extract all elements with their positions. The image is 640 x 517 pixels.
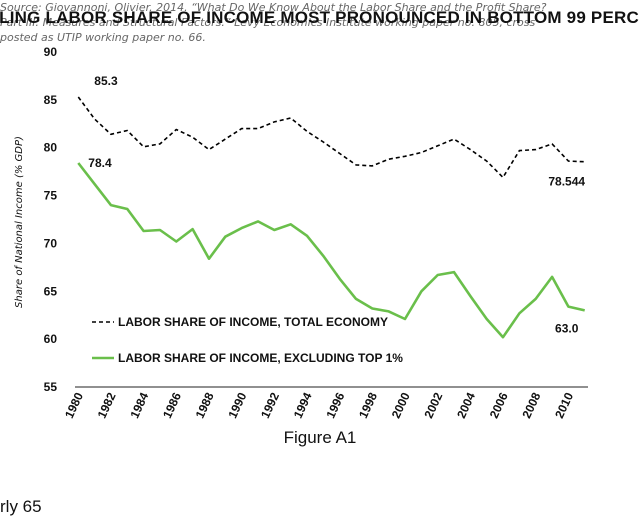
figure-caption: Figure A1 bbox=[283, 428, 357, 447]
x-tick-label: 1988 bbox=[193, 390, 217, 420]
data-labels: 85.3 78.4 78.544 63.0 bbox=[88, 74, 585, 335]
y-tick-label: 60 bbox=[44, 332, 58, 346]
x-tick-label: 1990 bbox=[225, 390, 249, 420]
chart-title: FALLING LABOR SHARE OF INCOME MOST PRONO… bbox=[0, 8, 640, 27]
cut-off-text: rly 65 bbox=[0, 497, 42, 516]
legend: LABOR SHARE OF INCOME, TOTAL ECONOMY LABO… bbox=[92, 315, 403, 365]
x-tick-label: 1982 bbox=[95, 390, 119, 420]
series-line-total-economy bbox=[77, 96, 585, 179]
x-tick-label: 2008 bbox=[519, 390, 543, 420]
x-tick-label: 1980 bbox=[62, 390, 86, 420]
x-tick-label: 2004 bbox=[454, 390, 478, 420]
x-tick-label: 1986 bbox=[160, 390, 184, 420]
x-tick-label: 1984 bbox=[127, 390, 151, 420]
data-label: 63.0 bbox=[555, 321, 579, 335]
y-tick-label: 70 bbox=[44, 236, 58, 250]
x-tick-label: 2000 bbox=[389, 390, 413, 420]
y-tick-label: 55 bbox=[44, 380, 58, 394]
y-axis-label: Share of National Income (% GDP) bbox=[14, 136, 25, 308]
data-label: 78.544 bbox=[548, 175, 585, 189]
y-tick-label: 80 bbox=[44, 141, 58, 155]
legend-label: LABOR SHARE OF INCOME, EXCLUDING TOP 1% bbox=[118, 351, 403, 365]
y-tick-label: 75 bbox=[44, 189, 58, 203]
series-layer bbox=[77, 96, 585, 339]
x-tick-label: 2002 bbox=[421, 390, 445, 420]
data-label: 85.3 bbox=[94, 74, 118, 88]
x-tick-label: 2010 bbox=[552, 390, 576, 420]
x-tick-label: 2006 bbox=[487, 390, 511, 420]
x-tick-label: 1992 bbox=[258, 390, 282, 420]
x-tick-label: 1998 bbox=[356, 390, 380, 420]
y-tick-label: 85 bbox=[44, 93, 58, 107]
y-axis: 55 60 65 70 75 80 85 90 bbox=[44, 45, 58, 394]
x-tick-label: 1996 bbox=[323, 390, 347, 420]
x-tick-label: 1994 bbox=[291, 390, 315, 420]
data-label: 78.4 bbox=[88, 156, 112, 170]
legend-label: LABOR SHARE OF INCOME, TOTAL ECONOMY bbox=[118, 315, 388, 329]
y-tick-label: 65 bbox=[44, 284, 58, 298]
y-tick-label: 90 bbox=[44, 45, 58, 59]
source-note: Source: Giovannoni, Olivier. 2014. “What… bbox=[0, 1, 547, 44]
series-line-excluding-top-1 bbox=[77, 162, 585, 339]
x-axis: 1980 1982 1984 1986 1988 1990 1992 1994 1996 1998… bbox=[62, 386, 588, 420]
